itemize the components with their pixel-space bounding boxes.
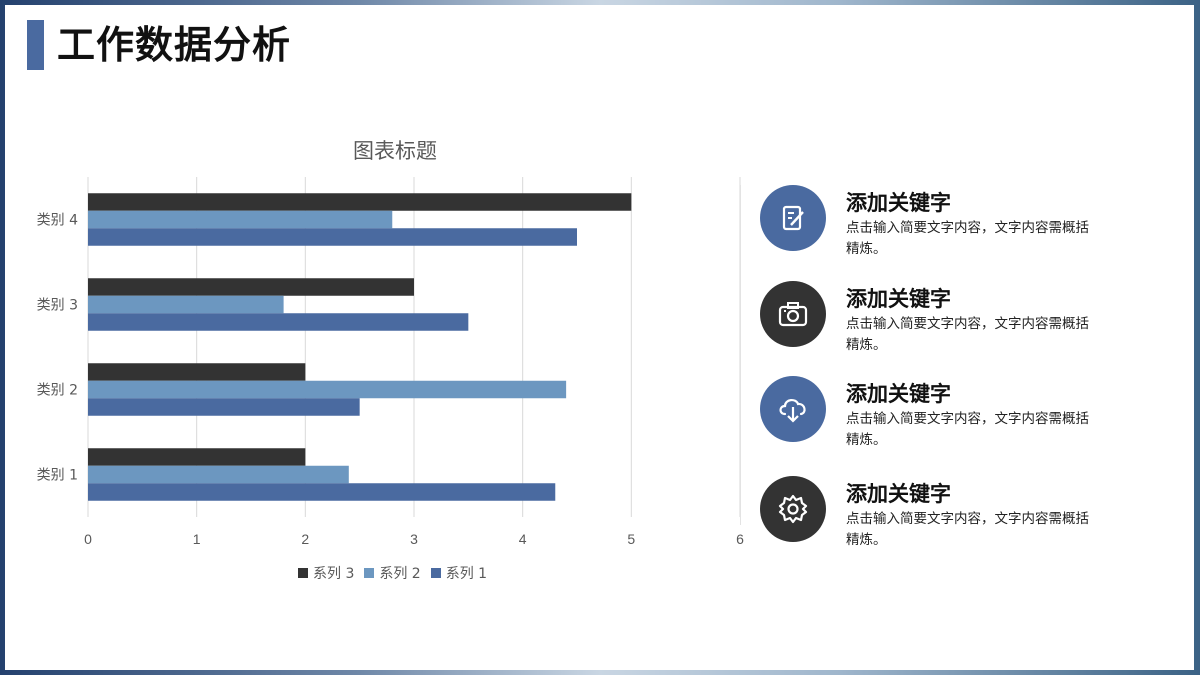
- camera-icon: [778, 302, 808, 327]
- legend-item-series-3: 系列 3: [298, 563, 354, 583]
- feature-icon-circle: [760, 185, 826, 251]
- feature-description: 点击输入简要文字内容，文字内容需概括精炼。: [846, 411, 1089, 448]
- feature-icon-circle: [760, 376, 826, 442]
- legend-label-series-3: 系列 3: [313, 566, 355, 582]
- y-category-label: 类别 2: [37, 383, 78, 399]
- bar: [88, 398, 360, 416]
- bar: [88, 448, 306, 466]
- feature-description: 点击输入简要文字内容，文字内容需概括精炼。: [846, 511, 1089, 548]
- gear-icon: [778, 494, 808, 524]
- x-tick-label: 0: [84, 531, 92, 547]
- bar-chart: 0 1 2 3 4 5 6 类别 1 类别 2 类别 3 类别 4: [37, 177, 744, 547]
- legend-label-series-2: 系列 2: [379, 566, 421, 582]
- edit-note-icon: [782, 205, 804, 231]
- x-tick-label: 3: [410, 531, 418, 547]
- y-category-label: 类别 3: [37, 298, 78, 314]
- y-category-label: 类别 4: [37, 213, 78, 229]
- feature-title: 添加关键字: [846, 191, 951, 215]
- feature-description: 点击输入简要文字内容，文字内容需概括精炼。: [846, 316, 1089, 353]
- legend-swatch-series-2: [364, 568, 375, 578]
- legend-item-series-1: 系列 1: [430, 563, 488, 583]
- y-category-label: 类别 1: [37, 468, 78, 484]
- feature-icon-circle: [760, 281, 826, 347]
- legend-swatch-series-1: [430, 568, 441, 578]
- chart-title: 图表标题: [353, 139, 437, 163]
- legend-item-series-2: 系列 2: [364, 563, 421, 583]
- cloud-download-icon: [779, 399, 806, 423]
- title-accent-bar: [27, 20, 44, 70]
- bar: [88, 210, 393, 229]
- bar: [88, 193, 632, 211]
- bar: [88, 228, 577, 246]
- bar: [88, 465, 349, 484]
- feature-title: 添加关键字: [846, 482, 951, 506]
- x-tick-label: 6: [736, 531, 744, 547]
- feature-item-4: 添加关键字 点击输入简要文字内容，文字内容需概括精炼。: [760, 476, 1090, 548]
- feature-title: 添加关键字: [846, 287, 951, 311]
- feature-description: 点击输入简要文字内容，文字内容需概括精炼。: [846, 220, 1089, 257]
- x-tick-label: 5: [627, 531, 635, 547]
- x-tick-label: 1: [193, 531, 201, 547]
- feature-item-3: 添加关键字 点击输入简要文字内容，文字内容需概括精炼。: [760, 376, 1090, 448]
- feature-item-2: 添加关键字 点击输入简要文字内容，文字内容需概括精炼。: [760, 281, 1090, 353]
- bar: [88, 295, 284, 314]
- chart-legend: 系列 3 系列 2 系列 1: [298, 563, 487, 583]
- bar: [88, 363, 306, 381]
- page-title: 工作数据分析: [57, 23, 292, 67]
- x-tick-label: 2: [301, 531, 309, 547]
- legend-swatch-series-3: [298, 568, 308, 578]
- feature-item-1: 添加关键字 点击输入简要文字内容，文字内容需概括精炼。: [760, 185, 1090, 257]
- divider: [740, 185, 741, 525]
- slide: 工作数据分析 0 1 2 3 4 5 6 类别 1 类别 2 类别 3 类别 4 图表标题 系列 3…: [5, 5, 1194, 670]
- legend-label-series-1: 系列 1: [445, 566, 488, 582]
- feature-title: 添加关键字: [846, 382, 951, 406]
- feature-icon-circle: [760, 476, 826, 542]
- bar: [88, 313, 469, 331]
- bar: [88, 483, 556, 501]
- x-tick-label: 4: [519, 531, 527, 547]
- bar: [88, 278, 414, 296]
- bar: [88, 380, 567, 399]
